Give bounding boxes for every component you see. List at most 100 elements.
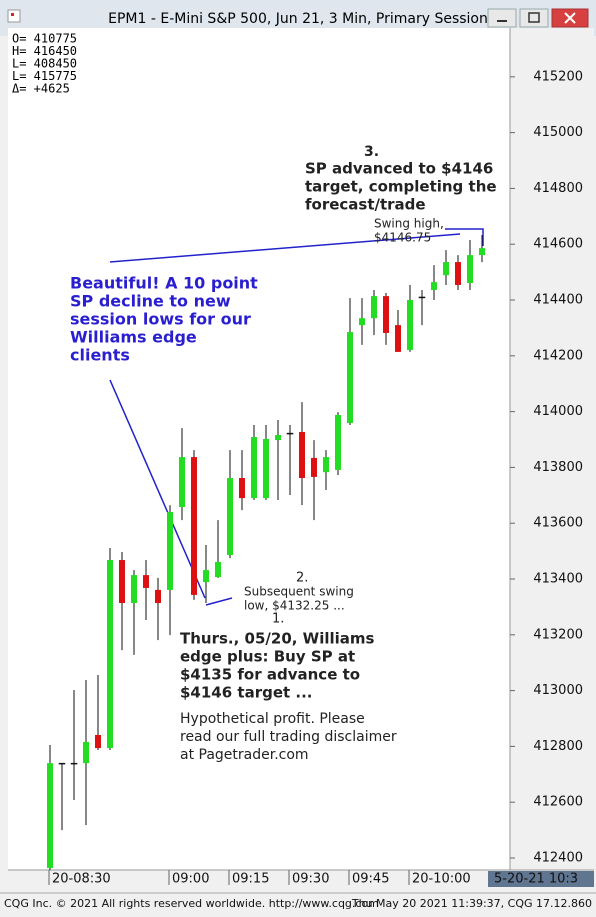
annotation: edge plus: Buy SP at	[180, 648, 355, 666]
candle-body	[58, 762, 66, 765]
candle-body	[431, 282, 437, 290]
candle-body	[239, 478, 245, 499]
candle-body	[47, 763, 53, 869]
date-box	[488, 871, 594, 887]
candle-body	[467, 255, 473, 283]
x-tick-label: 09:30	[292, 872, 329, 887]
candle-body	[143, 575, 149, 588]
y-tick-label: 413800	[533, 460, 583, 475]
candle-body	[215, 561, 221, 578]
candle-body	[155, 589, 161, 604]
y-tick-label: 413000	[533, 683, 583, 698]
candle-body	[251, 437, 257, 499]
annotation: $4146 target ...	[180, 684, 313, 702]
annotation: forecast/trade	[305, 196, 426, 214]
candle-body	[479, 248, 485, 256]
candle-body	[275, 435, 281, 441]
candle-body	[227, 478, 233, 556]
app-icon-dot	[11, 13, 14, 16]
candle-body	[443, 262, 449, 276]
time-axis	[8, 870, 594, 887]
candle-body	[107, 560, 113, 749]
candle-body	[167, 512, 173, 590]
price-axis	[510, 28, 594, 870]
x-tick-label: 20-08:30	[52, 872, 111, 887]
candle-body	[323, 457, 329, 473]
candle-body	[119, 560, 125, 604]
annotation: SP advanced to $4146	[305, 160, 493, 178]
y-tick-label: 414800	[533, 181, 583, 196]
candle-body	[455, 262, 461, 285]
info-line: Δ= +4625	[12, 82, 70, 96]
y-tick-label: 412400	[533, 851, 583, 866]
minimize-button[interactable]	[487, 8, 517, 28]
annotation: 3.	[364, 144, 379, 160]
candle-body	[95, 734, 101, 749]
y-tick-label: 413400	[533, 572, 583, 587]
candle-body	[191, 457, 197, 595]
close-icon	[564, 12, 576, 24]
candle-body	[407, 300, 413, 350]
candle-body	[263, 438, 269, 499]
candle-body	[418, 296, 426, 299]
y-tick-label: 414600	[533, 237, 583, 252]
annotation: $4135 for advance to	[180, 666, 360, 684]
annotation: low, $4132.25 ...	[244, 599, 345, 613]
info-line: H= 416450	[12, 44, 77, 58]
candle-body	[83, 741, 89, 764]
candle-body	[395, 325, 401, 352]
maximize-icon	[528, 12, 540, 23]
annotation: Williams edge	[70, 328, 197, 347]
candle-body	[179, 457, 185, 508]
y-tick-label: 413200	[533, 627, 583, 642]
candle-body	[286, 432, 294, 435]
annotation: 2.	[296, 571, 308, 586]
x-tick-label: 09:00	[172, 872, 209, 887]
candle-body	[347, 332, 353, 424]
decline-pointer	[109, 379, 206, 599]
x-tick-label: 09:15	[232, 872, 269, 887]
y-tick-label: 414400	[533, 293, 583, 308]
candle-body	[371, 296, 377, 319]
annotation: Thurs., 05/20, Williams	[180, 630, 375, 648]
candle-body	[299, 431, 305, 479]
swing-high-marker	[445, 228, 484, 246]
annotation: at Pagetrader.com	[180, 747, 309, 763]
annotation: clients	[70, 346, 130, 365]
annotation: Beautiful! A 10 point	[70, 274, 258, 293]
annotation: Subsequent swing	[244, 585, 354, 599]
timestamp: Thu May 20 2021 11:39:37, CQG 17.12.860	[351, 897, 592, 910]
y-tick-label: 414200	[533, 348, 583, 363]
annotation: target, completing the	[305, 178, 497, 196]
annotation: 1.	[272, 612, 284, 627]
info-line: L= 408450	[12, 57, 77, 71]
annotation: $4146.75	[374, 231, 431, 245]
maximize-button[interactable]	[519, 8, 549, 28]
swing-low-marker	[205, 597, 233, 606]
copyright: CQG Inc. © 2021 All rights reserved worl…	[4, 897, 379, 910]
annotation: read our full trading disclaimer	[180, 729, 397, 745]
date-box-label: 5-20-21 10:3	[494, 872, 578, 887]
candle-body	[70, 762, 78, 765]
y-tick-label: 415200	[533, 69, 583, 84]
annotation: SP decline to new	[70, 292, 231, 311]
x-tick-label: 09:45	[352, 872, 389, 887]
y-tick-label: 415000	[533, 125, 583, 140]
y-tick-label: 412800	[533, 739, 583, 754]
candle-body	[311, 457, 317, 477]
candle-body	[383, 296, 389, 333]
swing-high-trendline	[109, 233, 461, 263]
plot-area	[8, 28, 510, 870]
candle-body	[335, 414, 341, 470]
candle-body	[359, 318, 365, 326]
y-tick-label: 412600	[533, 795, 583, 810]
x-tick-label: 20-10:00	[412, 872, 471, 887]
info-line: O= 410775	[12, 32, 77, 46]
info-line: L= 415775	[12, 69, 77, 83]
window-title: EPM1 - E-Mini S&P 500, Jun 21, 3 Min, Pr…	[108, 11, 488, 27]
annotation: session lows for our	[70, 310, 251, 329]
annotation: Hypothetical profit. Please	[180, 711, 365, 727]
